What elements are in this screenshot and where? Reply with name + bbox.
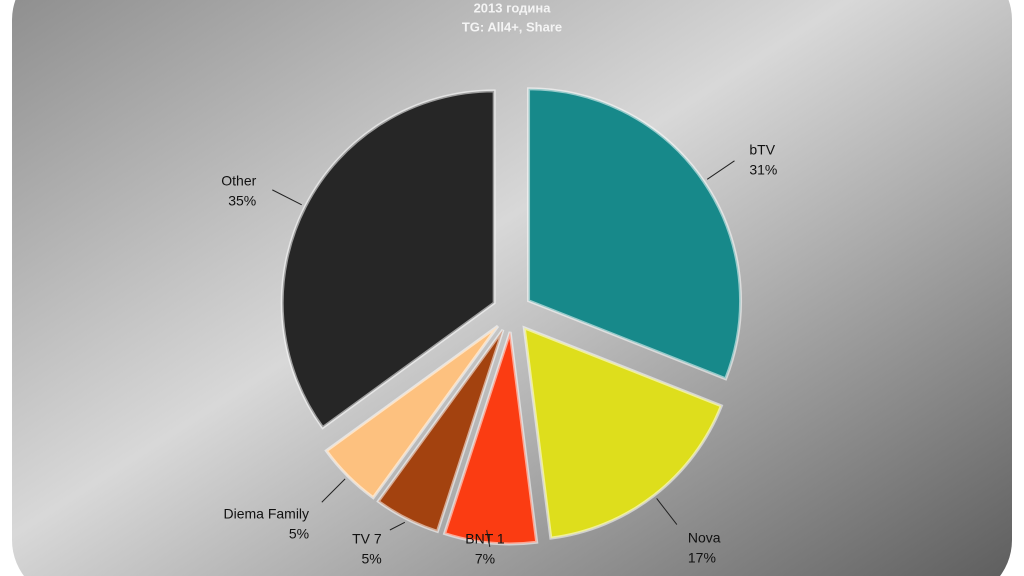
slice-value-label: 5% [361, 551, 381, 567]
leader-line [321, 478, 346, 503]
pie-slice [280, 89, 496, 430]
leader-line [272, 189, 302, 206]
slice-label: Other [221, 172, 256, 188]
pie-slice [522, 325, 724, 540]
slice-value-label: 35% [228, 192, 256, 208]
slide-background [12, 0, 1012, 576]
slice-label: Nova [688, 529, 721, 545]
leader-line [656, 498, 678, 525]
slice-value-label: 31% [749, 161, 777, 177]
slice-value-label: 17% [688, 549, 716, 565]
leader-line [389, 521, 406, 531]
pie-slice [324, 324, 500, 500]
pie-slice [442, 331, 539, 546]
chart-title: 2013 година [474, 0, 552, 15]
leader-line [486, 529, 491, 548]
pie-slice [376, 328, 505, 534]
slice-label: BNT 1 [465, 531, 505, 547]
pie-slice [527, 87, 743, 381]
slice-value-label: 5% [289, 526, 309, 542]
chart-subtitle: TG: All4+, Share [462, 19, 562, 34]
slice-label: bTV [749, 141, 775, 157]
slice-value-label: 7% [475, 551, 495, 567]
slice-label: Diema Family [223, 506, 309, 522]
leader-line [706, 160, 735, 180]
slice-label: TV 7 [352, 531, 382, 547]
